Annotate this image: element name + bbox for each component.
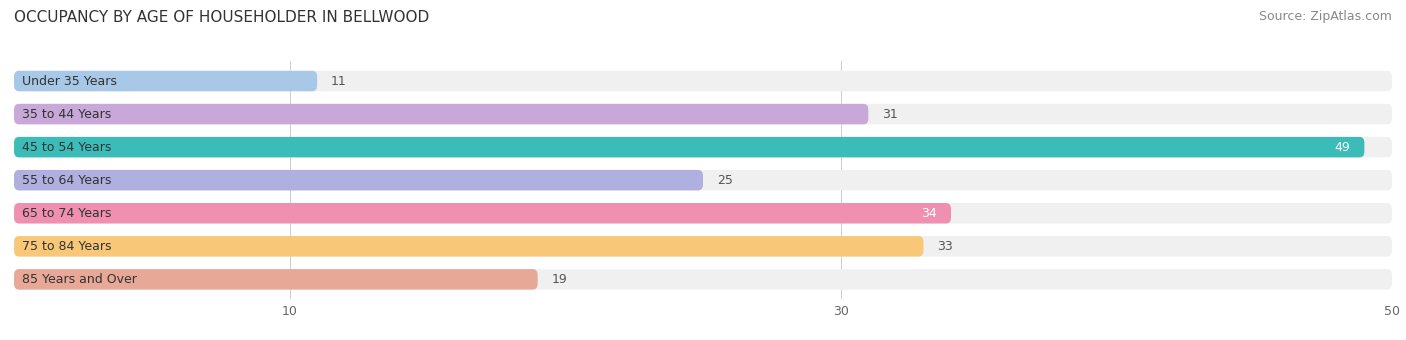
- FancyBboxPatch shape: [14, 170, 703, 190]
- FancyBboxPatch shape: [14, 236, 924, 257]
- Text: Source: ZipAtlas.com: Source: ZipAtlas.com: [1258, 10, 1392, 23]
- Text: 25: 25: [717, 174, 733, 187]
- Text: OCCUPANCY BY AGE OF HOUSEHOLDER IN BELLWOOD: OCCUPANCY BY AGE OF HOUSEHOLDER IN BELLW…: [14, 10, 429, 25]
- Text: 55 to 64 Years: 55 to 64 Years: [22, 174, 111, 187]
- FancyBboxPatch shape: [14, 203, 950, 223]
- Text: 65 to 74 Years: 65 to 74 Years: [22, 207, 111, 220]
- Text: Under 35 Years: Under 35 Years: [22, 74, 117, 87]
- FancyBboxPatch shape: [14, 170, 1392, 190]
- Text: 11: 11: [330, 74, 347, 87]
- FancyBboxPatch shape: [14, 71, 1392, 91]
- Text: 19: 19: [551, 273, 567, 286]
- Text: 34: 34: [921, 207, 938, 220]
- Text: 45 to 54 Years: 45 to 54 Years: [22, 141, 111, 154]
- FancyBboxPatch shape: [14, 71, 318, 91]
- FancyBboxPatch shape: [14, 203, 1392, 223]
- Text: 35 to 44 Years: 35 to 44 Years: [22, 107, 111, 121]
- FancyBboxPatch shape: [14, 104, 1392, 124]
- FancyBboxPatch shape: [14, 137, 1392, 157]
- FancyBboxPatch shape: [14, 236, 1392, 257]
- Text: 85 Years and Over: 85 Years and Over: [22, 273, 138, 286]
- FancyBboxPatch shape: [14, 269, 537, 290]
- Text: 33: 33: [938, 240, 953, 253]
- FancyBboxPatch shape: [14, 137, 1364, 157]
- Text: 49: 49: [1334, 141, 1351, 154]
- Text: 75 to 84 Years: 75 to 84 Years: [22, 240, 112, 253]
- Text: 31: 31: [882, 107, 898, 121]
- FancyBboxPatch shape: [14, 269, 1392, 290]
- FancyBboxPatch shape: [14, 104, 869, 124]
